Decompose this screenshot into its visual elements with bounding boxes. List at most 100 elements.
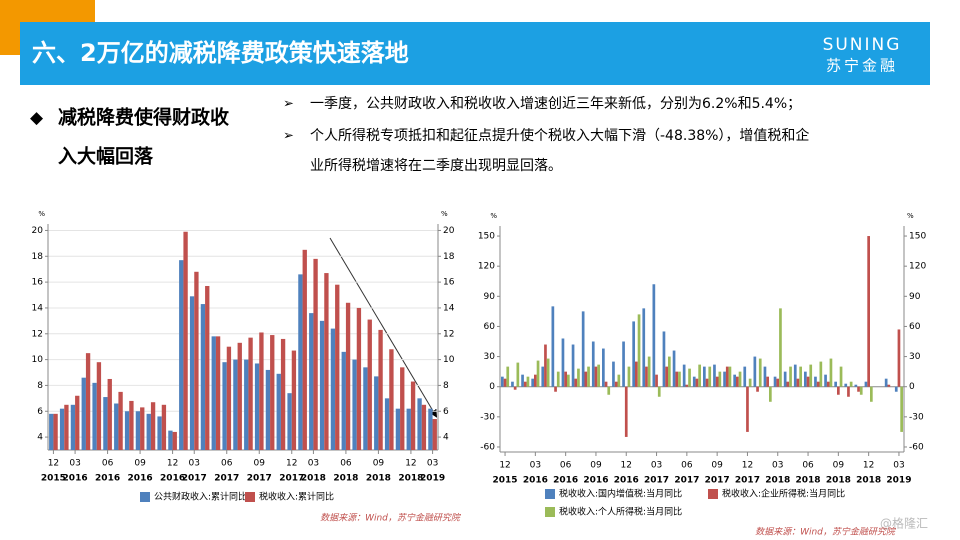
x-year-label: 2016: [128, 474, 153, 484]
bar: [53, 413, 58, 450]
bar: [513, 386, 517, 390]
y-tick-label: 60: [484, 322, 496, 332]
bar: [672, 350, 676, 387]
bar: [64, 404, 69, 450]
bar: [276, 373, 281, 450]
bar: [685, 384, 689, 387]
bar: [577, 368, 580, 387]
slide-title: 六、2万亿的减税降费政策快速落地: [32, 39, 409, 67]
bar: [826, 381, 830, 387]
bar: [96, 362, 102, 450]
y-unit: %: [490, 212, 497, 220]
x-year-label: 2019: [886, 476, 911, 486]
y-tick-label: -60: [480, 442, 495, 452]
bar: [374, 376, 379, 450]
bar: [736, 376, 739, 387]
bar: [378, 329, 383, 450]
bar: [92, 382, 97, 450]
bar: [129, 400, 134, 450]
bar: [183, 231, 188, 450]
bar: [786, 381, 790, 387]
bar: [566, 374, 570, 387]
x-year-label: 2018: [796, 476, 821, 486]
bar: [652, 284, 656, 387]
x-tick-label: 03: [308, 459, 319, 469]
x-tick-label: 09: [254, 459, 266, 469]
bar: [367, 319, 372, 450]
bar: [597, 364, 600, 387]
y2-tick-label: 14: [443, 303, 455, 313]
x-tick-label: 03: [427, 459, 438, 469]
bar: [723, 371, 726, 387]
y-tick-label: 10: [32, 355, 44, 365]
bar: [725, 366, 729, 387]
bar: [417, 398, 422, 450]
bar: [738, 371, 742, 387]
bar: [516, 362, 520, 387]
bar: [313, 258, 318, 450]
bar: [622, 341, 625, 387]
y2-unit: %: [907, 212, 914, 220]
bar: [647, 356, 651, 387]
bar: [900, 386, 903, 432]
bar: [270, 335, 275, 450]
y-tick-label: 20: [32, 226, 44, 236]
y2-tick-label: -30: [909, 412, 924, 422]
bar: [503, 378, 507, 387]
bullet-text: 个人所得税专项抵扣和起征点提升使个税收入大幅下滑（-48.38%），增值税和企: [310, 127, 809, 144]
bar: [695, 378, 699, 387]
bar: [854, 384, 858, 387]
bar: [85, 353, 91, 450]
x-year-label: 2018: [301, 474, 326, 484]
x-year-label: 2016: [583, 476, 608, 486]
bar: [49, 413, 54, 450]
bar: [614, 381, 618, 387]
bar: [544, 344, 547, 387]
y2-tick-label: 120: [909, 262, 926, 272]
bar: [389, 349, 394, 450]
bar: [799, 366, 802, 387]
bar: [728, 366, 732, 387]
bar: [161, 404, 167, 450]
x-tick-label: 03: [189, 459, 200, 469]
x-year-label: 2018: [765, 476, 790, 486]
bar: [796, 378, 800, 387]
x-tick-label: 12: [167, 459, 178, 469]
bar: [551, 306, 555, 387]
bar: [773, 376, 777, 387]
bar: [124, 411, 130, 450]
bar: [688, 368, 691, 387]
bar: [135, 411, 141, 450]
bar: [834, 381, 838, 387]
bar: [748, 378, 752, 387]
x-tick-label: 03: [772, 461, 783, 471]
bullet-text: 业所得税增速将在二季度出现明显回落。: [310, 157, 562, 174]
x-year-label: 2017: [644, 476, 669, 486]
bar: [546, 358, 550, 387]
bar: [703, 366, 706, 387]
bar: [768, 386, 772, 402]
bar: [103, 397, 108, 450]
bar: [356, 307, 362, 450]
bar: [554, 386, 557, 392]
x-year-label: 2017: [279, 474, 304, 484]
bar: [733, 374, 737, 387]
bar: [265, 369, 271, 450]
bar: [584, 371, 588, 387]
bar: [556, 371, 560, 387]
bar: [713, 364, 716, 387]
bar: [678, 371, 681, 387]
x-tick-label: 06: [681, 461, 693, 471]
bar: [667, 356, 671, 387]
x-year-label: 2016: [553, 476, 578, 486]
x-tick-label: 09: [590, 461, 602, 471]
legend-swatch: [545, 489, 555, 499]
y2-tick-label: 12: [443, 329, 454, 339]
y2-tick-label: 20: [443, 226, 455, 236]
x-tick-label: 03: [69, 459, 80, 469]
x-year-label: 2019: [420, 474, 445, 484]
bar: [718, 371, 722, 387]
x-tick-label: 09: [373, 459, 385, 469]
legend-label: 税收收入:国内增值税:当月同比: [559, 488, 682, 500]
x-tick-label: 06: [560, 461, 572, 471]
